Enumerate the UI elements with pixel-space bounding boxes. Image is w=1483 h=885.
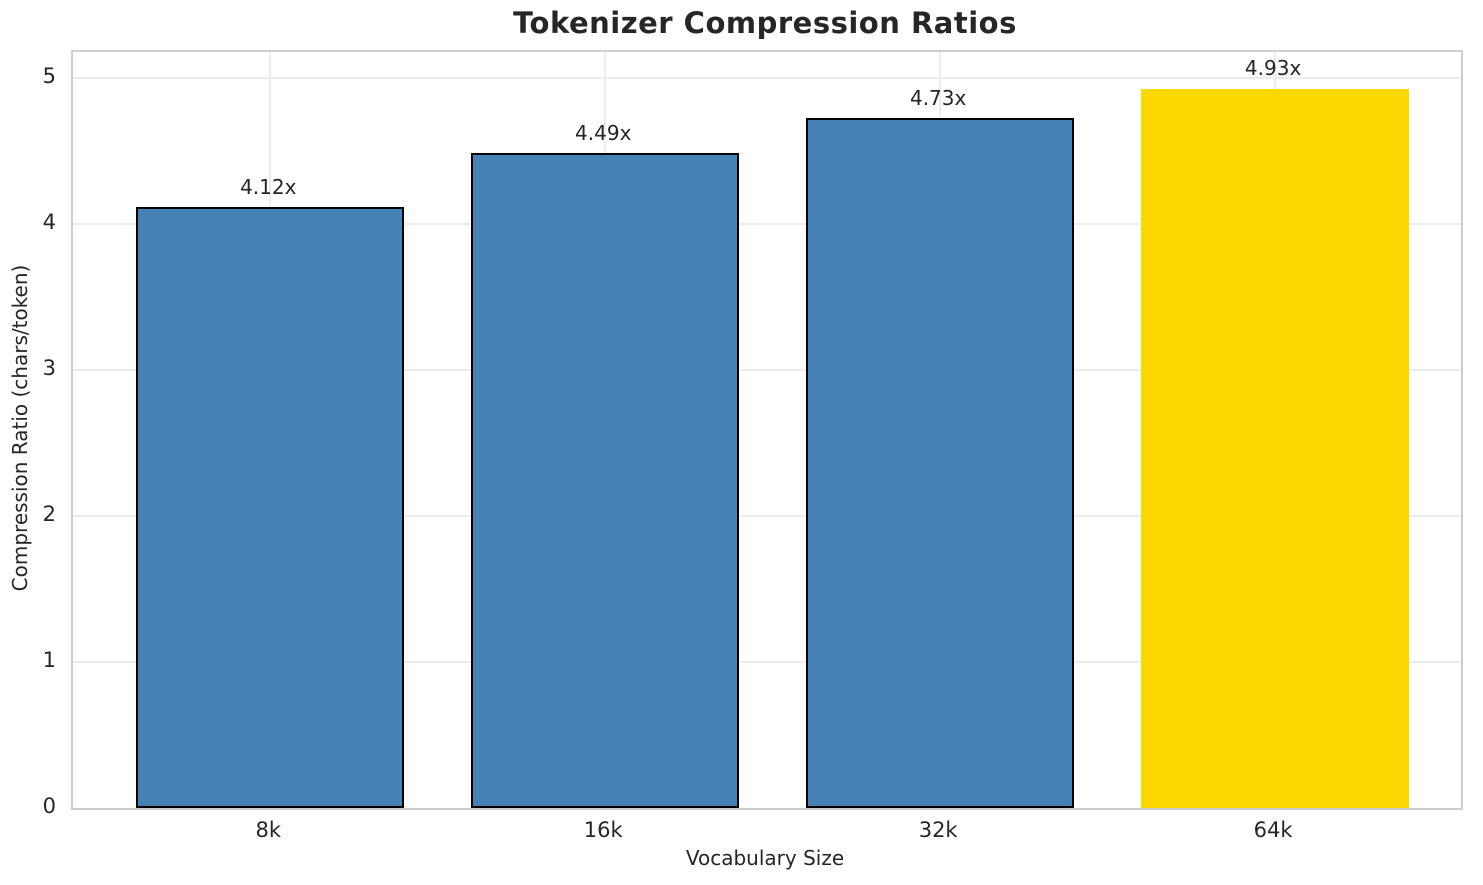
x-tick-label-16k: 16k <box>583 818 623 842</box>
gridline-y-3 <box>73 369 1461 372</box>
x-tick-label-64k: 64k <box>1253 818 1293 842</box>
x-axis-label: Vocabulary Size <box>685 846 845 870</box>
plot-area <box>71 50 1463 810</box>
x-tick-label-32k: 32k <box>918 818 958 842</box>
y-tick-label-2: 2 <box>42 502 56 527</box>
gridline-y-1 <box>73 661 1461 664</box>
bar-value-label-8k: 4.12x <box>240 174 297 199</box>
y-tick-label-4: 4 <box>42 210 56 235</box>
bar-16k <box>471 152 740 808</box>
bar-value-label-64k: 4.93x <box>1244 56 1302 81</box>
bar-value-label-16k: 4.49x <box>575 120 632 145</box>
gridline-y-4 <box>73 223 1461 226</box>
y-tick-label-0: 0 <box>42 794 56 818</box>
y-tick-label-1: 1 <box>42 648 56 673</box>
bar-32k <box>806 117 1075 808</box>
y-tick-label-5: 5 <box>42 64 56 89</box>
y-tick-label-3: 3 <box>42 356 56 381</box>
x-tick-label-8k: 8k <box>255 818 282 842</box>
gridline-y-2 <box>73 515 1461 518</box>
bar-value-label-32k: 4.73x <box>909 85 967 110</box>
y-axis-label: Compression Ratio (chars/token) <box>8 264 32 592</box>
gridline-y-5 <box>73 77 1461 80</box>
bar-64k <box>1141 88 1410 808</box>
chart-title: Tokenizer Compression Ratios <box>513 6 1017 40</box>
bar-8k <box>136 206 405 808</box>
